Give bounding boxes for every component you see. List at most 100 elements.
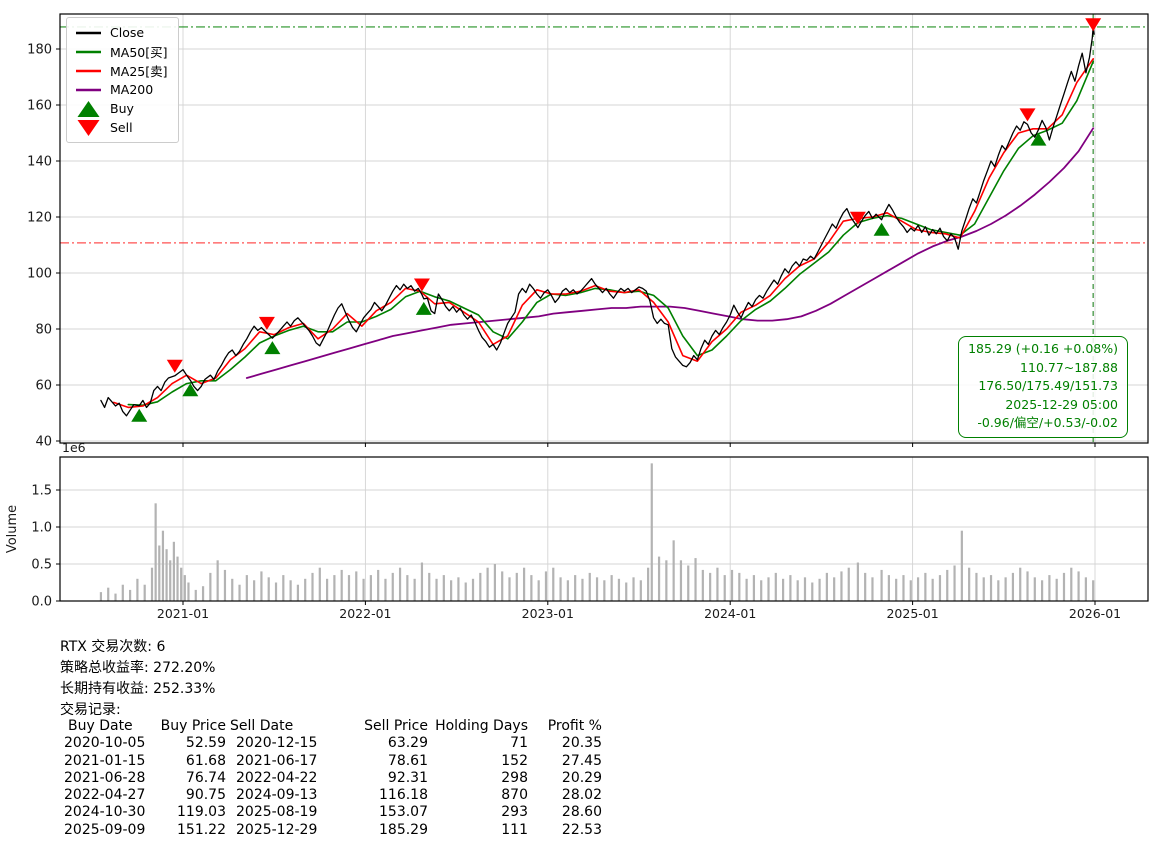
volume-bar [267, 577, 270, 601]
legend-label: Buy [110, 101, 134, 116]
trade-cell: 2025-09-09 [64, 821, 146, 838]
trades-count-text: RTX 交易次数: 6 [60, 639, 166, 655]
volume-bar [187, 582, 190, 601]
volume-bar [694, 558, 697, 601]
volume-bar [574, 575, 577, 601]
trade-cell: 71 [510, 735, 528, 752]
volume-bar [796, 580, 799, 601]
volume-bar [121, 584, 124, 601]
y-tick-label: 140 [27, 155, 52, 170]
trade-cell: 870 [501, 787, 528, 804]
volume-bar [730, 569, 734, 601]
trades-header-cell: Profit % [547, 718, 602, 734]
volume-bar [566, 580, 569, 601]
trade-cell: 61.68 [185, 752, 226, 769]
info-box-line: -0.96/偏空/+0.53/-0.02 [977, 415, 1118, 431]
volume-bar [340, 569, 343, 601]
volume-bar [176, 556, 179, 601]
sell-marker [413, 278, 430, 292]
legend-line-swatch [76, 50, 101, 53]
info-box-line: 110.77~187.88 [1020, 359, 1118, 375]
volume-bar [172, 541, 175, 601]
volume-bar [311, 572, 314, 601]
trade-cell: 2022-04-27 [64, 787, 146, 804]
trade-row: 2021-01-15 61.68 2021-06-17 78.61 152 27.45 [56, 753, 602, 770]
volume-bar [657, 556, 661, 601]
volume-bar [209, 572, 212, 601]
volume-bar [1041, 580, 1044, 601]
legend-item-ma25-: MA25[卖] [75, 61, 168, 80]
volume-bar [931, 578, 934, 601]
legend-item-buy: Buy [75, 99, 168, 118]
volume-bar [479, 572, 482, 601]
trade-cell: 90.75 [185, 787, 226, 804]
info-box-line: 185.29 (+0.16 +0.08%) [968, 341, 1118, 356]
volume-bar [989, 575, 993, 601]
volume-bar [982, 577, 985, 601]
trade-cell: 22.53 [561, 821, 602, 838]
trade-cell: 2021-06-28 [64, 769, 146, 786]
trades-header-cell: Sell Date [230, 718, 294, 734]
trade-cell: 63.29 [387, 735, 428, 752]
volume-bar [610, 575, 613, 601]
volume-bar [384, 578, 387, 601]
volume-bar [864, 572, 867, 601]
volume-bar [420, 562, 424, 601]
volume-bar [274, 582, 278, 601]
trade-row: 2020-10-05 52.59 2020-12-15 63.29 71 20.35 [56, 735, 602, 752]
volume-bar [953, 565, 956, 601]
volume-bar [471, 578, 475, 601]
volume-bar [537, 580, 540, 601]
volume-panel-frame [59, 456, 1149, 602]
trade-cell: 2021-01-15 [64, 752, 146, 769]
x-tick-label: 2023-01 [522, 606, 574, 621]
volume-bar [428, 572, 431, 601]
volume-bar [398, 567, 402, 601]
trade-row: 2021-06-28 76.74 2022-04-22 92.31 298 20.29 [56, 770, 602, 787]
volume-bar [325, 578, 329, 601]
sell-marker [166, 359, 183, 373]
volume-bar [833, 577, 836, 601]
volume-bar [856, 562, 859, 601]
volume-bar [154, 503, 157, 601]
trade-cell: 2024-09-13 [236, 787, 318, 804]
buy-marker [182, 383, 199, 397]
volume-bar [924, 572, 927, 601]
trade-row: 2022-04-27 90.75 2024-09-13 116.18 870 28.02 [56, 787, 602, 804]
strategy-return-text: 策略总收益率: 272.20% [60, 660, 216, 676]
volume-bar [1092, 580, 1095, 601]
volume-bar [296, 584, 300, 601]
volume-bar [413, 578, 416, 601]
volume-bar [1011, 572, 1015, 601]
trades-table: Buy Date Buy Price Sell Date Sell Price Hold… [56, 718, 602, 839]
volume-bar [391, 572, 394, 601]
volume-bar [333, 575, 336, 601]
volume-bar [442, 575, 445, 601]
hold-return-text: 长期持有收益: 252.33% [60, 681, 216, 697]
volume-bar [723, 575, 726, 601]
legend-label: Sell [110, 120, 133, 135]
volume-bar [165, 549, 168, 601]
sell-triangle-icon [77, 119, 100, 136]
volume-bar [1048, 575, 1051, 601]
trade-cell: 20.29 [561, 769, 602, 786]
trade-cell: 2020-12-15 [236, 735, 318, 752]
y-tick-label: 100 [27, 267, 52, 282]
volume-bar [231, 578, 234, 601]
volume-bar [818, 578, 821, 601]
volume-bar [99, 592, 103, 601]
legend-label: MA25[卖] [110, 64, 168, 79]
volume-bar [289, 580, 292, 601]
trade-cell: 293 [501, 804, 528, 821]
trade-row: 2024-10-30 119.03 2025-08-19 153.07 293 28.60 [56, 804, 602, 821]
volume-bar [169, 560, 172, 601]
volume-y-tick-label: 1.0 [31, 521, 52, 536]
volume-bar [486, 567, 489, 601]
volume-bar [825, 572, 828, 601]
volume-bar [450, 580, 453, 601]
buy-marker [415, 301, 432, 315]
volume-bar [552, 567, 555, 601]
volume-bar [625, 582, 628, 601]
sell-marker [258, 316, 275, 330]
